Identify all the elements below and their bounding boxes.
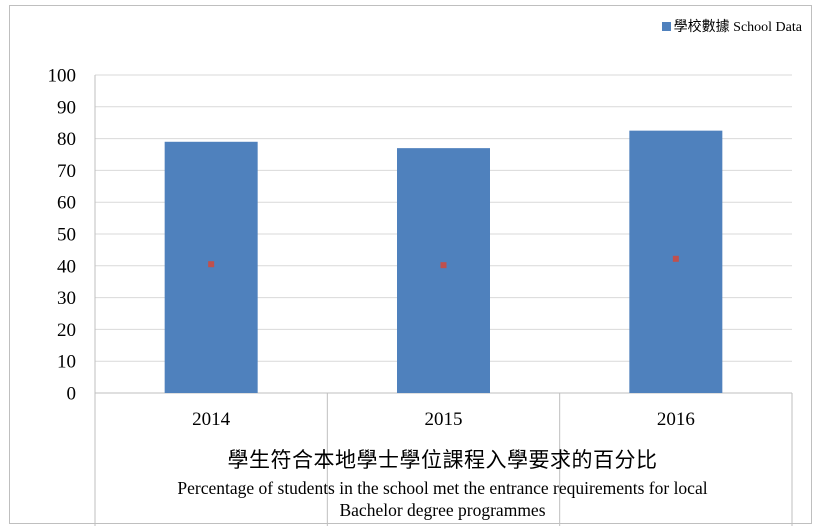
y-tick-label: 80 xyxy=(57,129,76,150)
bar-2016 xyxy=(629,130,723,393)
marker-2015 xyxy=(440,262,447,269)
y-tick-label: 40 xyxy=(57,256,76,277)
x-tick-label: 2016 xyxy=(657,409,695,430)
x-axis-title-english-line1: Percentage of students in the school met… xyxy=(177,478,708,498)
y-tick-label: 60 xyxy=(57,193,76,214)
legend-swatch xyxy=(661,21,671,31)
y-tick-label: 50 xyxy=(57,225,76,246)
marker-2014 xyxy=(208,261,215,268)
x-axis-title-english-line2: Bachelor degree programmes xyxy=(339,500,546,520)
y-tick-label: 100 xyxy=(48,66,77,87)
x-tick-label: 2014 xyxy=(192,409,231,430)
x-tick-label: 2015 xyxy=(425,409,463,430)
bar-2014 xyxy=(164,141,258,393)
x-axis-title-chinese: 學生符合本地學士學位課程入學要求的百分比 xyxy=(227,448,658,472)
y-tick-label: 30 xyxy=(57,288,76,309)
x-axis-title: 學生符合本地學士學位課程入學要求的百分比 Percentage of stude… xyxy=(95,449,790,521)
legend: 學校數據 School Data xyxy=(661,16,802,36)
y-tick-label: 70 xyxy=(57,161,76,182)
legend-label: 學校數據 School Data xyxy=(673,20,802,35)
chart-frame xyxy=(9,5,812,524)
x-axis-title-english: Percentage of students in the school met… xyxy=(95,477,790,521)
y-tick-label: 0 xyxy=(67,384,77,405)
y-tick-label: 90 xyxy=(57,97,76,118)
bar-2015 xyxy=(397,148,490,393)
y-tick-label: 20 xyxy=(57,320,76,341)
marker-2016 xyxy=(672,255,679,262)
y-tick-label: 10 xyxy=(57,352,76,373)
